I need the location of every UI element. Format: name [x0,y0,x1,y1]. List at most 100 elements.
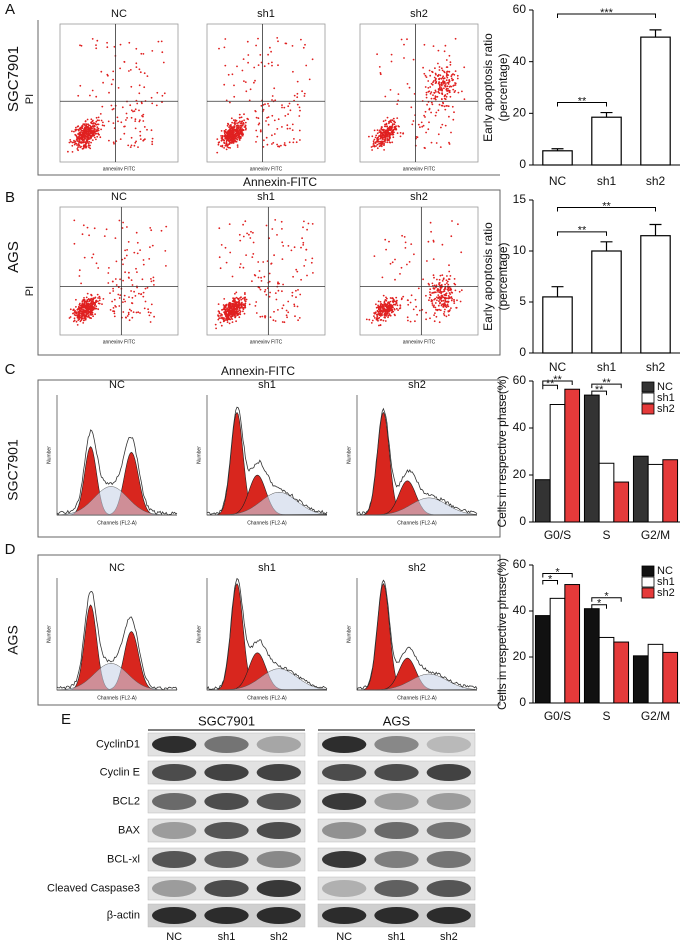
dot [223,46,226,49]
dot [234,292,236,295]
dot [87,136,90,139]
dot [432,287,435,290]
x-tick-label: NC [549,360,567,374]
dot [389,120,391,122]
dot [281,104,283,106]
dot [235,129,237,132]
dot [433,92,436,94]
dot [95,123,98,126]
dot [236,305,239,308]
dot [80,307,83,309]
y-tick-label: 60 [513,2,527,16]
legend-label: sh1 [657,392,675,404]
histogram [56,429,178,516]
dot [370,322,373,324]
dot [298,106,301,109]
dot [220,130,223,132]
dot [244,300,247,303]
y-tick-label: 0 [519,345,526,359]
dot [134,118,137,121]
band [204,907,249,924]
dot [93,304,96,307]
dot [89,299,92,302]
dot [147,308,150,311]
dot [107,120,110,123]
s-phase [206,668,328,691]
dot [227,135,230,137]
dot [437,109,440,112]
dot [130,109,133,112]
dot [406,38,408,41]
histogram [206,406,328,516]
dot [244,292,246,294]
dot [77,140,79,142]
dot [258,270,261,272]
dot [430,101,433,104]
dot [386,141,389,144]
dot [242,123,245,125]
dot [450,296,453,299]
dot [95,47,98,50]
dot [221,317,223,320]
dot [263,275,266,278]
dot [76,324,79,326]
dot [107,272,110,274]
dot [78,304,81,306]
dot [431,103,434,106]
dot [106,46,109,49]
dot [446,85,449,88]
dot [446,305,449,307]
dot [438,83,441,86]
dot [244,220,247,223]
dot [225,261,228,264]
dot [433,97,435,100]
dot [368,318,371,321]
dot [111,280,114,283]
dot [295,296,297,299]
dot [253,66,256,69]
dot [228,223,231,226]
dot [134,295,137,297]
dot [226,318,229,320]
dot [412,308,415,311]
dot [448,54,451,57]
dot [368,135,370,138]
dot [439,146,442,149]
dot [219,315,222,317]
dot [281,307,284,310]
dot [410,243,413,246]
dot [239,126,242,129]
dot [231,300,234,302]
dot [445,105,448,107]
band [426,880,472,897]
dot [147,311,150,314]
dot [297,319,299,322]
dot [217,303,220,305]
dot [142,120,145,122]
dot [255,301,258,303]
dot [427,87,430,89]
dot [230,117,233,120]
dot [99,136,102,139]
dot [238,129,240,132]
dot [298,317,301,319]
dot [125,316,127,319]
dot [238,300,241,302]
dot [165,225,168,228]
dot [276,127,279,130]
dot [81,137,84,140]
dot [430,141,433,144]
dot [445,279,448,282]
dot [281,290,283,293]
dot [411,123,414,126]
dot [454,90,457,92]
dot [383,300,386,303]
dot [132,311,135,313]
dot [431,304,434,306]
dot [384,137,387,140]
dot [83,317,86,320]
dot [379,309,382,311]
dot [423,43,426,46]
row-label: AGS [5,625,21,655]
dot [444,44,447,47]
